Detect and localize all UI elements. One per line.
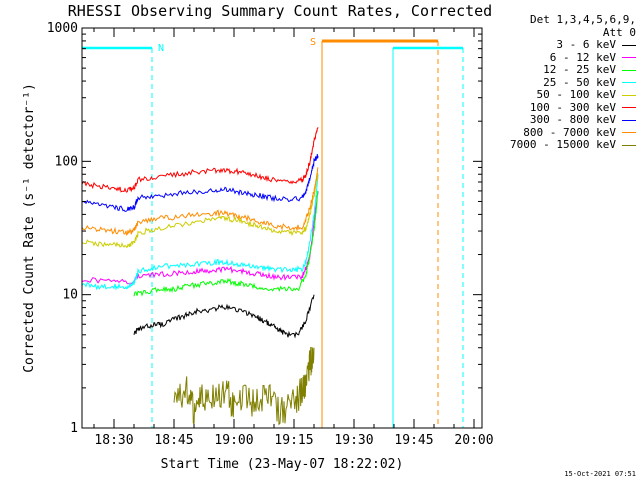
legend-entry: 800 - 7000 keV <box>482 125 636 140</box>
y-tick-label: 1000 <box>47 21 78 36</box>
series-line-7 <box>81 167 319 236</box>
legend-label: 800 - 7000 keV <box>523 125 616 139</box>
legend-entry: 3 - 6 keV <box>482 38 636 52</box>
series-line-0 <box>133 294 315 339</box>
x-tick-label: 19:00 <box>214 433 253 448</box>
flag-s-label: S <box>310 37 316 48</box>
x-tick-label: 20:00 <box>454 433 493 448</box>
legend-swatch <box>622 82 636 84</box>
legend-label: 6 - 12 keV <box>549 50 616 64</box>
y-tick-label: 100 <box>55 154 78 169</box>
legend-swatch <box>622 57 636 59</box>
x-axis-label: Start Time (23-May-07 18:22:02) <box>161 457 404 472</box>
legend-swatch <box>622 132 636 134</box>
legend-label: 3 - 6 keV <box>556 38 616 51</box>
y-axis: 1 10 100 1000 <box>47 21 482 436</box>
x-axis: 18:30 18:45 19:00 19:15 19:30 19:45 20:00 <box>93 28 494 448</box>
plot-frame <box>81 27 483 429</box>
legend-entry: 300 - 800 keV <box>482 113 636 127</box>
legend-label: 300 - 800 keV <box>529 113 616 126</box>
x-tick-label: 18:45 <box>154 433 193 448</box>
legend-header-line-1: Det 1,3,4,5,6,9, <box>530 13 636 26</box>
legend-label: 50 - 100 keV <box>536 88 616 101</box>
legend: Det 1,3,4,5,6,9, Att 0 3 - 6 keV 6 - 12 k… <box>482 13 636 152</box>
legend-label: 7000 - 15000 keV <box>510 138 616 151</box>
series-line-5 <box>81 127 319 193</box>
legend-swatch <box>622 69 636 71</box>
legend-swatch <box>622 94 636 96</box>
flag-n-label: N <box>158 43 164 54</box>
series-line-4 <box>81 171 319 249</box>
series-line-8 <box>173 346 315 426</box>
legend-entry: 12 - 25 keV <box>482 63 636 77</box>
legend-entry: 25 - 50 keV <box>482 75 636 90</box>
legend-label: 25 - 50 keV <box>543 75 616 89</box>
x-tick-label: 19:45 <box>394 433 433 448</box>
y-tick-label: 10 <box>62 288 78 303</box>
legend-swatch <box>622 144 636 146</box>
chart-title: RHESSI Observing Summary Count Rates, Co… <box>68 2 492 20</box>
y-axis-label: Corrected Count Rate (s⁻¹ detector⁻¹) <box>22 83 37 373</box>
x-tick-label: 18:30 <box>94 433 133 448</box>
legend-label: 12 - 25 keV <box>543 63 616 76</box>
legend-entry: 7000 - 15000 keV <box>482 138 636 152</box>
series-line-3 <box>81 174 319 291</box>
legend-entry: 50 - 100 keV <box>482 88 636 102</box>
legend-label: 100 - 300 keV <box>529 100 616 114</box>
legend-swatch <box>622 107 636 109</box>
series-line-2 <box>133 190 319 297</box>
series-line-6 <box>81 154 319 212</box>
timestamp: 15-Oct-2021 07:51 <box>564 470 636 478</box>
series-layer <box>81 127 319 426</box>
legend-swatch <box>622 119 636 121</box>
legend-swatch <box>622 44 636 46</box>
flag-lines: N S <box>82 37 464 428</box>
x-tick-label: 19:15 <box>274 433 313 448</box>
series-line-1 <box>81 190 319 285</box>
legend-entry: 6 - 12 keV <box>482 50 636 65</box>
legend-entry: 100 - 300 keV <box>482 100 636 115</box>
x-tick-label: 19:30 <box>334 433 373 448</box>
legend-header-line-2: Att 0 <box>602 25 636 39</box>
y-tick-label: 1 <box>70 421 78 436</box>
